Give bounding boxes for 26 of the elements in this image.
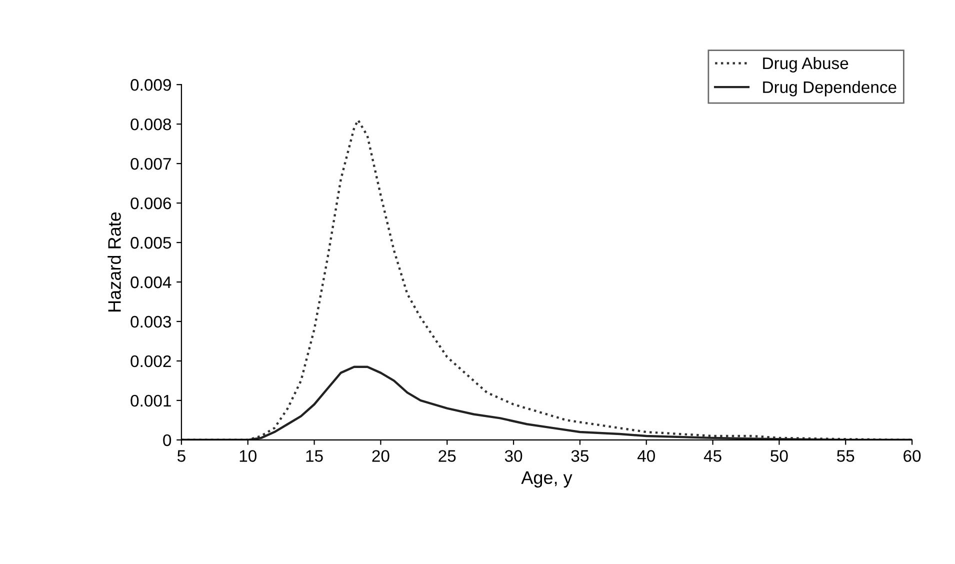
x-tick-label: 55: [837, 450, 854, 462]
x-tick-label: 40: [637, 450, 655, 462]
x-tick-label: 20: [372, 450, 390, 462]
y-tick-label: 0.003: [130, 316, 171, 328]
x-tick-label: 5: [177, 450, 186, 462]
x-tick-label: 15: [306, 450, 323, 462]
y-tick-label: 0.005: [130, 236, 172, 249]
y-tick-label: 0: [163, 434, 172, 446]
y-tick-label: 0.001: [130, 394, 171, 407]
y-axis-title: Hazard Rate: [108, 212, 121, 312]
y-tick-label: 0.009: [130, 79, 171, 91]
y-tick-label: 0.004: [130, 276, 172, 288]
legend-label: Drug Dependence: [763, 80, 896, 96]
x-tick-label: 25: [438, 450, 456, 462]
x-tick-label: 45: [704, 450, 722, 462]
x-axis-title: Age, y: [521, 471, 572, 488]
y-tick-label: 0.007: [130, 158, 171, 170]
x-tick-label: 50: [770, 450, 788, 462]
y-tick-label: 0.002: [130, 355, 171, 368]
x-tick-label: 30: [504, 450, 522, 462]
y-tick-label: 0.008: [130, 118, 172, 130]
x-tick-label: 35: [571, 450, 589, 462]
y-tick-label: 0.006: [130, 197, 171, 210]
x-tick-label: 10: [240, 450, 256, 462]
x-tick-label: 60: [904, 450, 921, 462]
legend-label: Drug Abuse: [763, 56, 848, 72]
